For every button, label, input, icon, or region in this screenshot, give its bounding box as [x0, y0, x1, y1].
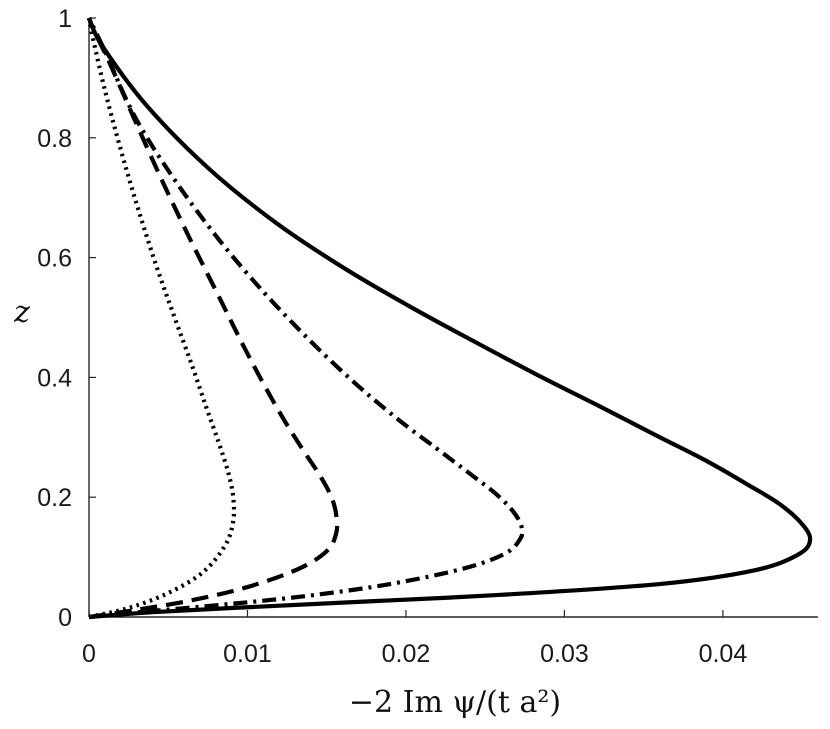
y-tick-label: 0.8	[37, 125, 72, 153]
x-tick-label: 0.02	[382, 640, 431, 668]
x-tick-label: 0.03	[540, 640, 589, 668]
y-tick-label: 1	[58, 5, 72, 33]
axes	[88, 17, 818, 618]
plot-area	[86, 17, 813, 620]
x-axis-label: −2 Im ψ/(t a²)	[349, 685, 561, 720]
tick-labels: 0 0.01 0.02 0.03 0.04 0 0.2 0.4 0.6 0.8 1	[37, 5, 747, 668]
y-tick-label: 0.2	[37, 484, 72, 512]
series-line-dashed	[87, 17, 340, 620]
y-tick-label: 0.4	[37, 364, 72, 392]
x-tick-label: 0.04	[699, 640, 748, 668]
series-line-dashdot	[87, 17, 525, 620]
series-line-solid	[87, 17, 813, 620]
series-line-dotted	[86, 17, 237, 620]
y-tick-label: 0	[58, 604, 72, 632]
y-tick-label: 0.6	[37, 245, 72, 273]
y-axis-label: z	[13, 295, 30, 330]
x-tick-label: 0.01	[223, 640, 272, 668]
x-tick-label: 0	[82, 640, 96, 668]
